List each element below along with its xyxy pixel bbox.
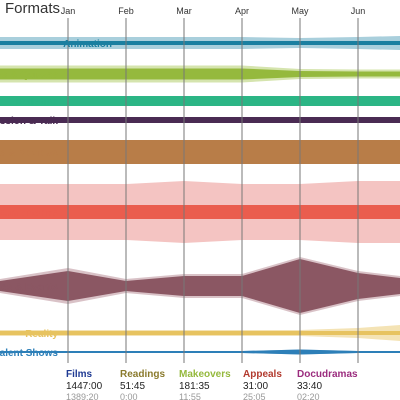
labels-layer: Animation es & Quizzes Bulletins ssion & Ta… (0, 39, 112, 359)
series-label: Animation (63, 39, 112, 50)
series-label: ocumentaries (0, 208, 58, 219)
legend-label: Films (66, 369, 93, 380)
series-1 (0, 65, 400, 83)
grid-layer: Jan Feb Mar Apr May Jun (61, 6, 366, 363)
legend-value: 51:45 (120, 381, 145, 392)
legend-value: 31:00 (243, 381, 268, 392)
series-6 (0, 257, 400, 315)
month-label: Jun (351, 6, 366, 16)
series-label: Reality (25, 329, 58, 340)
series-3 (0, 117, 400, 123)
series-0 (0, 36, 400, 50)
legend-label: Readings (120, 369, 165, 380)
legend-subvalue: 11:55 (179, 392, 201, 400)
series-band-inner (0, 41, 400, 45)
series-7 (0, 325, 400, 341)
legend-value: 181:35 (179, 381, 210, 392)
page-title: Formats (5, 0, 61, 17)
series-band-inner (0, 205, 400, 219)
series-band-inner (0, 140, 400, 164)
month-label: May (291, 6, 309, 16)
legend-label: Makeovers (179, 369, 231, 380)
series-5 (0, 181, 400, 243)
series-band-inner (0, 117, 400, 123)
legend-subvalue: 02:20 (297, 392, 320, 400)
month-label: Feb (118, 6, 134, 16)
series-label: es & Reviews (0, 148, 58, 159)
legend-subvalue: 25:05 (243, 392, 266, 400)
series-label: Bulletins (16, 97, 59, 108)
bands-layer (0, 36, 400, 355)
series-2 (0, 96, 400, 106)
legend-value: 33:40 (297, 381, 322, 392)
series-label: es & Quizzes (0, 70, 58, 81)
series-label: es & Events (1, 282, 58, 293)
series-band-inner (0, 349, 400, 355)
legend-value: 1447:00 (66, 381, 103, 392)
legend-subvalue: 1389:20 (66, 392, 99, 400)
month-label: Jan (61, 6, 76, 16)
month-label: Mar (176, 6, 192, 16)
series-label: ssion & Talk (0, 116, 58, 127)
legend-subvalue: 0:00 (120, 392, 138, 400)
series-8 (0, 349, 400, 355)
month-label: Apr (235, 6, 249, 16)
legend-label: Appeals (243, 369, 282, 380)
series-band-inner (0, 96, 400, 106)
series-4 (0, 140, 400, 164)
series-band-inner (0, 331, 400, 335)
series-label: alent Shows (0, 348, 58, 359)
legend-label: Docudramas (297, 369, 358, 380)
